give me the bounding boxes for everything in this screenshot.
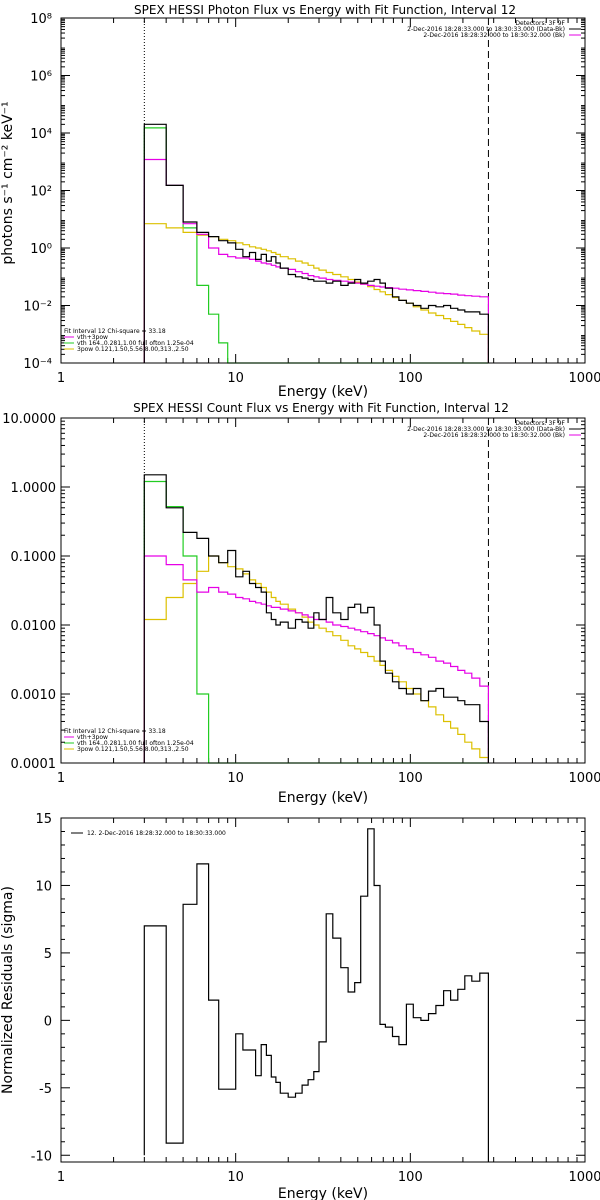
y-tick-label: 10⁴	[30, 127, 52, 142]
series-line	[143, 555, 489, 763]
x-tick-label: 100	[398, 371, 423, 386]
y-tick-label: 0.0001	[11, 757, 57, 772]
y-tick-label: 0	[44, 1014, 52, 1029]
y-tick-label: 0.1000	[11, 550, 57, 565]
x-tick-label: 10	[227, 771, 244, 786]
legend-entry: vth 164.,0.281,1.00 full ofton 1.25e-04	[77, 340, 194, 347]
x-axis-label: Energy (keV)	[278, 1186, 368, 1200]
residuals-panel: Energy (keV) Normalized Residuals (sigma…	[0, 812, 600, 1200]
y-tick-label: 10	[35, 879, 52, 894]
series-line	[143, 474, 489, 763]
legend-entry: Detectors: 3F 9F	[515, 20, 565, 27]
legend-entry: 12. 2-Dec-2016 18:28:32.000 to 18:30:33.…	[87, 830, 226, 837]
y-tick-label: -10	[31, 1149, 52, 1164]
legend-entry: 3pow 0.121,1.50,5.56,8.00,313.,2.50	[77, 346, 189, 353]
legend-entry: Fit Interval 12 Chi-square = 33.18	[64, 728, 166, 735]
plot-frame	[60, 417, 586, 764]
y-tick-label: 15	[35, 812, 52, 827]
series-line	[143, 480, 489, 764]
x-tick-label: 1	[57, 371, 65, 386]
y-tick-label: 10⁰	[30, 242, 52, 257]
legend-entry: vth+3pow	[77, 734, 108, 741]
x-tick-label: 1000	[568, 1170, 600, 1185]
plot-frame	[60, 17, 586, 364]
chart-title: SPEX HESSI Photon Flux vs Energy with Fi…	[134, 3, 516, 17]
series-line	[143, 555, 489, 763]
x-tick-label: 1	[57, 1170, 65, 1185]
plot-frame	[60, 817, 586, 1163]
y-axis-label: photons s⁻¹ cm⁻² keV⁻¹	[0, 101, 16, 264]
series-line	[143, 123, 489, 363]
count-flux-panel: SPEX HESSI Count Flux vs Energy with Fit…	[2, 401, 600, 806]
y-tick-label: -5	[39, 1082, 52, 1097]
legend-entry: vth+3pow	[77, 334, 108, 341]
residual-marks: 1 10 100 1000 -10 -5 0 5 10 15 12. 2-Dec-2016 18:2…	[31, 812, 600, 1185]
y-axis-label: Normalized Residuals (sigma)	[0, 886, 16, 1094]
x-tick-label: 1	[57, 771, 65, 786]
series-line	[143, 127, 489, 364]
x-axis-label: Energy (keV)	[278, 384, 368, 400]
legend-entry: vth 164.,0.281,1.00 full ofton 1.25e-04	[77, 740, 194, 747]
y-tick-label: 0.0100	[11, 619, 57, 634]
series-line	[143, 223, 489, 363]
x-tick-label: 1000	[568, 371, 600, 386]
legend-entry: Fit Interval 12 Chi-square = 33.18	[64, 328, 166, 335]
y-tick-label: 10²	[30, 185, 52, 200]
x-tick-label: 10	[227, 1170, 244, 1185]
x-tick-label: 100	[398, 771, 423, 786]
x-tick-label: 100	[398, 1170, 423, 1185]
chart-title: SPEX HESSI Count Flux vs Energy with Fit…	[133, 401, 509, 415]
y-tick-label: 0.0010	[11, 688, 57, 703]
y-tick-label: 10⁻⁴	[23, 357, 52, 372]
legend-entry: 3pow 0.121,1.50,5.56,8.00,313.,2.50	[77, 746, 189, 753]
legend-entry: 2-Dec-2016 18:28:33.000 to 18:30:33.000 …	[407, 426, 565, 433]
y-tick-label: 10⁶	[30, 70, 52, 85]
photon-flux-marks: 1 10 100 1000 10⁻⁴ 10⁻² 10⁰ 10² 10⁴ 10⁶ 10⁸ Detecto…	[23, 12, 600, 386]
y-tick-label: 10⁸	[30, 12, 52, 27]
photon-flux-panel: SPEX HESSI Photon Flux vs Energy with Fi…	[0, 3, 600, 400]
count-flux-marks: 1 10 100 1000 0.0001 0.0010 0.0100 0.1000 1.0000…	[2, 412, 600, 786]
y-tick-label: 10⁻²	[23, 300, 52, 315]
legend-entry: 2-Dec-2016 18:28:32.000 to 18:30:32.000 …	[423, 32, 565, 39]
x-tick-label: 1000	[568, 771, 600, 786]
y-tick-label: 1.0000	[11, 481, 57, 496]
x-tick-label: 10	[227, 371, 244, 386]
y-tick-label: 10.0000	[2, 412, 56, 427]
legend-entry: 2-Dec-2016 18:28:33.000 to 18:30:33.000 …	[407, 26, 565, 33]
legend-entry: Detectors: 3F 9F	[515, 420, 565, 427]
legend-entry: 2-Dec-2016 18:28:32.000 to 18:30:32.000 …	[423, 432, 565, 439]
series-line	[143, 158, 489, 363]
x-axis-label: Energy (keV)	[278, 790, 368, 806]
y-tick-label: 5	[44, 947, 52, 962]
series-line	[143, 828, 489, 1162]
